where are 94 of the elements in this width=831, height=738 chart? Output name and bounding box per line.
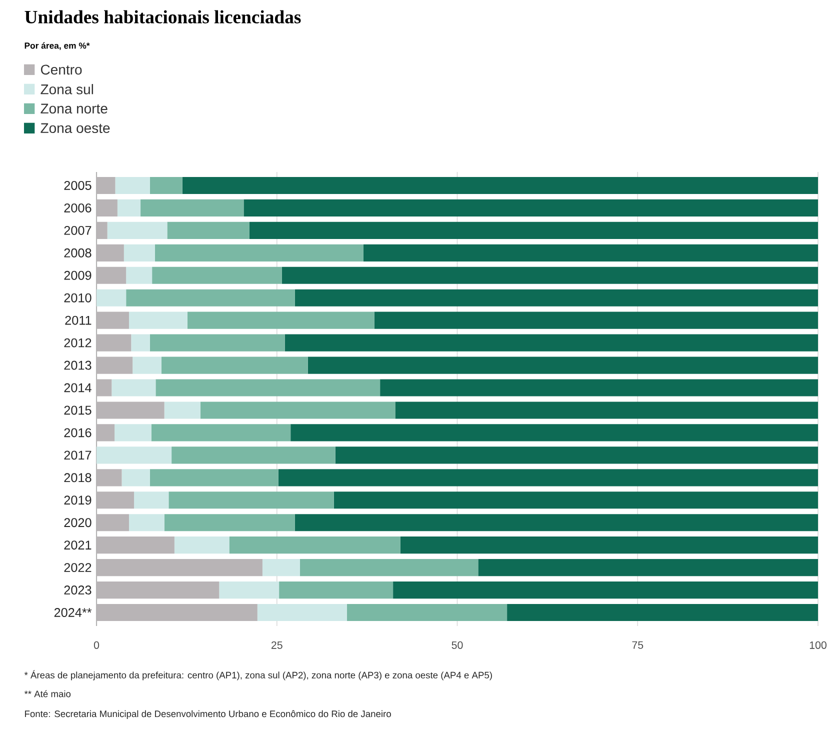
bar (393, 581, 818, 599)
bar (308, 356, 818, 374)
bar (257, 604, 347, 622)
bar (126, 289, 295, 306)
bar (172, 446, 336, 464)
bar (112, 379, 156, 396)
bar (229, 536, 400, 554)
legend-label: Zona oeste (40, 123, 110, 134)
bar (335, 446, 818, 464)
bar (161, 356, 308, 374)
legend-label: Zona sul (40, 84, 94, 94)
legend-label: Centro (40, 64, 82, 75)
legend-label: Zona norte (40, 104, 108, 114)
y-tick-label: 2012 (64, 338, 92, 348)
bar (290, 424, 818, 442)
bar (278, 469, 818, 486)
y-tick-label: 2007 (64, 226, 92, 235)
y-tick-label: 2021 (64, 540, 92, 550)
chart-title: Unidades habitacionais licenciadas (24, 10, 301, 24)
bar (134, 492, 169, 509)
text: * Áreas de planejamento da prefeitura: centro (AP1), zona sul (AP2), zona norte (AP3) e zona oeste (AP4 e AP5) (24, 670, 492, 680)
bar (152, 266, 282, 284)
bar (262, 559, 300, 576)
y-tick-label: 2024** (54, 608, 92, 617)
bar (478, 559, 818, 576)
bar (107, 222, 168, 239)
bar (374, 312, 818, 329)
bar (126, 266, 152, 284)
bar (114, 424, 152, 442)
y-tick-label: 2005 (64, 180, 92, 190)
bar (132, 356, 162, 374)
y-tick-label: 2016 (64, 428, 92, 438)
bar (395, 402, 818, 419)
bar (131, 334, 150, 352)
y-tick-label: 2011 (65, 316, 92, 325)
bar (168, 492, 334, 509)
bar (174, 536, 230, 554)
y-tick-label: 2014 (64, 383, 92, 392)
y-tick-label: 2018 (64, 473, 92, 482)
bar (507, 604, 818, 622)
bar (400, 536, 818, 554)
bar (150, 334, 285, 352)
bar (249, 222, 818, 239)
bar (282, 266, 818, 284)
bar (219, 581, 280, 599)
bar (279, 581, 394, 599)
bar (117, 199, 141, 216)
bar (140, 199, 244, 216)
y-tick-label: 2009 (64, 270, 92, 280)
bar (294, 289, 818, 306)
x-tick-label: 75 (632, 641, 644, 649)
bar (182, 176, 818, 194)
bar (244, 199, 818, 216)
bar (96, 446, 172, 464)
bar (200, 402, 396, 419)
x-tick-label: 100 (810, 641, 826, 649)
bar (294, 514, 818, 532)
bar (150, 176, 182, 194)
text: ** Até maio (24, 690, 71, 698)
y-tick-label: 2020 (64, 518, 92, 528)
x-tick-label: 0 (94, 641, 100, 649)
bar (346, 604, 508, 622)
bar (150, 469, 278, 486)
bar (128, 312, 188, 329)
bar (164, 514, 295, 532)
x-tick-label: 25 (272, 641, 282, 649)
y-tick-label: 2019 (64, 496, 92, 505)
bar (115, 176, 150, 194)
bar (300, 559, 478, 576)
bar (154, 244, 364, 262)
bar (167, 222, 250, 239)
y-tick-label: 2023 (64, 586, 92, 595)
x-tick-label: 50 (452, 641, 463, 649)
bar (156, 379, 380, 396)
bar (187, 312, 374, 329)
source-note: Fonte: Secretaria Municipal de Desenvolvimento Urbano e Econômico do Rio de Janeiro (25, 710, 391, 719)
bar (164, 402, 200, 419)
bar (380, 379, 818, 396)
y-tick-label: 2010 (64, 293, 92, 302)
bar (124, 244, 155, 262)
bar (96, 289, 126, 306)
y-tick-label: 2008 (64, 248, 92, 258)
y-tick-label: 2022 (64, 563, 92, 572)
y-tick-label: 2015 (64, 406, 92, 415)
y-tick-label: 2017 (64, 450, 92, 460)
y-tick-label: 2006 (64, 203, 92, 212)
chart-subtitle: Por área, em %* (24, 42, 90, 50)
bar (122, 469, 150, 486)
bar (151, 424, 291, 442)
bar (363, 244, 818, 262)
bar (334, 492, 818, 509)
bar (128, 514, 164, 532)
bar (284, 334, 818, 352)
y-tick-label: 2013 (64, 360, 92, 370)
